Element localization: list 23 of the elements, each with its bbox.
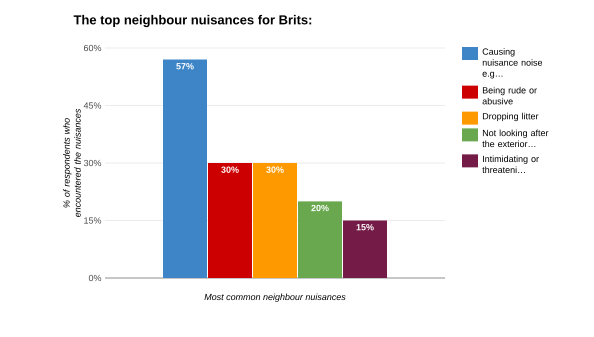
data-label: 30% [221, 166, 239, 173]
x-axis-title: Most common neighbour nuisances [204, 294, 346, 302]
chart-title: The top neighbour nuisances for Brits: [74, 14, 312, 28]
bar [253, 163, 298, 278]
y-tick-label: 30% [84, 160, 102, 166]
data-label: 15% [356, 224, 374, 230]
legend-label: Not looking after the exterior… [482, 130, 548, 148]
y-tick-label: 15% [84, 217, 102, 224]
data-label: 30% [266, 166, 284, 173]
bar [163, 60, 207, 278]
bar [298, 201, 342, 278]
data-label: 20% [311, 204, 329, 212]
y-tick-label: 0% [88, 274, 102, 282]
legend-label: Dropping litter [482, 112, 538, 122]
bar [208, 163, 252, 278]
y-tick-label: 60% [84, 44, 102, 52]
y-tick-label: 45% [84, 102, 102, 109]
data-label: 57% [176, 63, 194, 70]
y-axis-title: % of respondents who encountered the nuisances [63, 108, 81, 218]
legend-label: Being rude or abusive [482, 86, 537, 104]
legend-label: Causing nuisance noise e.g… [482, 48, 542, 78]
bar [343, 220, 388, 278]
legend-label: Intimidating or threateni… [482, 156, 539, 174]
